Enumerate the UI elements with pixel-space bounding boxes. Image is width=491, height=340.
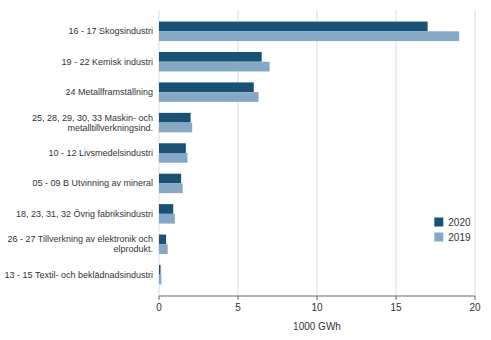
bar bbox=[159, 113, 191, 123]
bar bbox=[159, 123, 192, 133]
x-tick bbox=[159, 296, 160, 300]
bar bbox=[159, 22, 428, 32]
y-tick-label: 24 Metallframställning bbox=[65, 87, 153, 97]
grid-line bbox=[396, 10, 397, 296]
y-tick-label: 19 - 22 Kemisk industri bbox=[61, 57, 153, 67]
y-tick-label: 10 - 12 Livsmedelsindustri bbox=[48, 148, 153, 158]
bar bbox=[159, 183, 183, 193]
x-tick bbox=[238, 296, 239, 300]
bar bbox=[159, 52, 262, 62]
legend-label: 2020 bbox=[448, 217, 471, 228]
x-tick bbox=[396, 296, 397, 300]
x-axis: 0 5 10 15 20 bbox=[156, 296, 481, 313]
y-tick-label: 05 - 09 B Utvinning av mineral bbox=[32, 178, 153, 188]
y-tick-label: 18, 23, 31, 32 Övrig fabriksindustri bbox=[16, 209, 153, 219]
legend-label: 2019 bbox=[448, 232, 471, 243]
bar bbox=[159, 31, 459, 41]
bar bbox=[159, 82, 254, 92]
x-tick-label: 0 bbox=[156, 302, 162, 313]
y-tick-label: 16 - 17 Skogsindustri bbox=[68, 26, 153, 36]
y-tick-labels: 13 - 15 Textil- och beklädnadsindustri 26… bbox=[5, 26, 153, 279]
bar bbox=[159, 214, 175, 224]
x-tick-label: 5 bbox=[235, 302, 241, 313]
x-tick bbox=[475, 296, 476, 300]
x-tick bbox=[317, 296, 318, 300]
bars bbox=[159, 22, 459, 285]
chart: 13 - 15 Textil- och beklädnadsindustri 26… bbox=[0, 0, 491, 340]
bar bbox=[159, 244, 168, 254]
bar bbox=[159, 275, 161, 285]
bar bbox=[159, 235, 166, 245]
y-tick-label: 26 - 27 Tillverkning av elektronik ochel… bbox=[7, 234, 153, 254]
x-tick-label: 15 bbox=[390, 302, 402, 313]
grid bbox=[159, 10, 475, 296]
bar bbox=[159, 153, 187, 163]
bar bbox=[159, 204, 173, 214]
x-tick-label: 20 bbox=[469, 302, 481, 313]
legend-swatch bbox=[434, 218, 443, 227]
legend: 2020 2019 bbox=[434, 217, 471, 243]
y-tick-label: 13 - 15 Textil- och beklädnadsindustri bbox=[5, 270, 153, 280]
y-tick-label: 25, 28, 29, 30, 33 Maskin- ochmetalltill… bbox=[32, 113, 153, 133]
bar bbox=[159, 62, 270, 72]
x-tick-label: 10 bbox=[311, 302, 323, 313]
x-axis-label: 1000 GWh bbox=[293, 321, 341, 332]
grid-line bbox=[317, 10, 318, 296]
bar bbox=[159, 265, 161, 275]
bar bbox=[159, 143, 186, 153]
legend-swatch bbox=[434, 233, 443, 242]
bar bbox=[159, 92, 259, 102]
grid-line bbox=[475, 10, 476, 296]
bar bbox=[159, 174, 181, 184]
